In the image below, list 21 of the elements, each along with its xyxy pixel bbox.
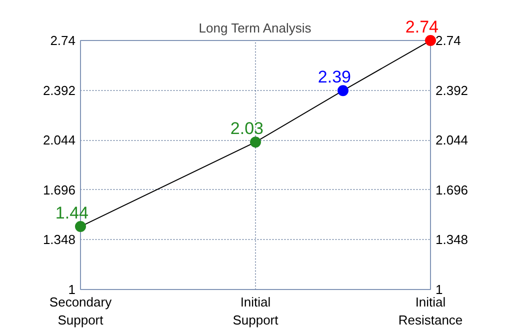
y2-tick-label: 2.392 — [436, 82, 468, 98]
x-tick-label: Secondary Support — [49, 294, 112, 328]
point — [425, 35, 436, 46]
point — [250, 136, 261, 148]
y-tick-label: 1 — [68, 282, 76, 297]
point — [338, 85, 348, 96]
data-label: 2.39 — [318, 68, 352, 87]
y-tick-label: 2.74 — [50, 33, 76, 48]
point — [75, 221, 86, 232]
data-label: 2.03 — [230, 119, 264, 138]
y2-tick-label: 1.696 — [436, 182, 468, 198]
y-tick-label: 1.696 — [42, 182, 76, 198]
y-tick-label: 2.392 — [42, 82, 76, 98]
x-tick-label: Initial Resistance — [398, 294, 463, 328]
y2-tick-label: 1 — [436, 282, 443, 297]
chart-title: Long Term Analysis — [198, 20, 312, 36]
y-tick-label: 2.044 — [42, 132, 76, 148]
y2-tick-label: 2.044 — [436, 132, 468, 148]
y2-tick-label: 1.348 — [436, 232, 468, 248]
y-tick-label: 1.348 — [42, 232, 76, 248]
x-tick-label: Initial Support — [232, 294, 279, 328]
